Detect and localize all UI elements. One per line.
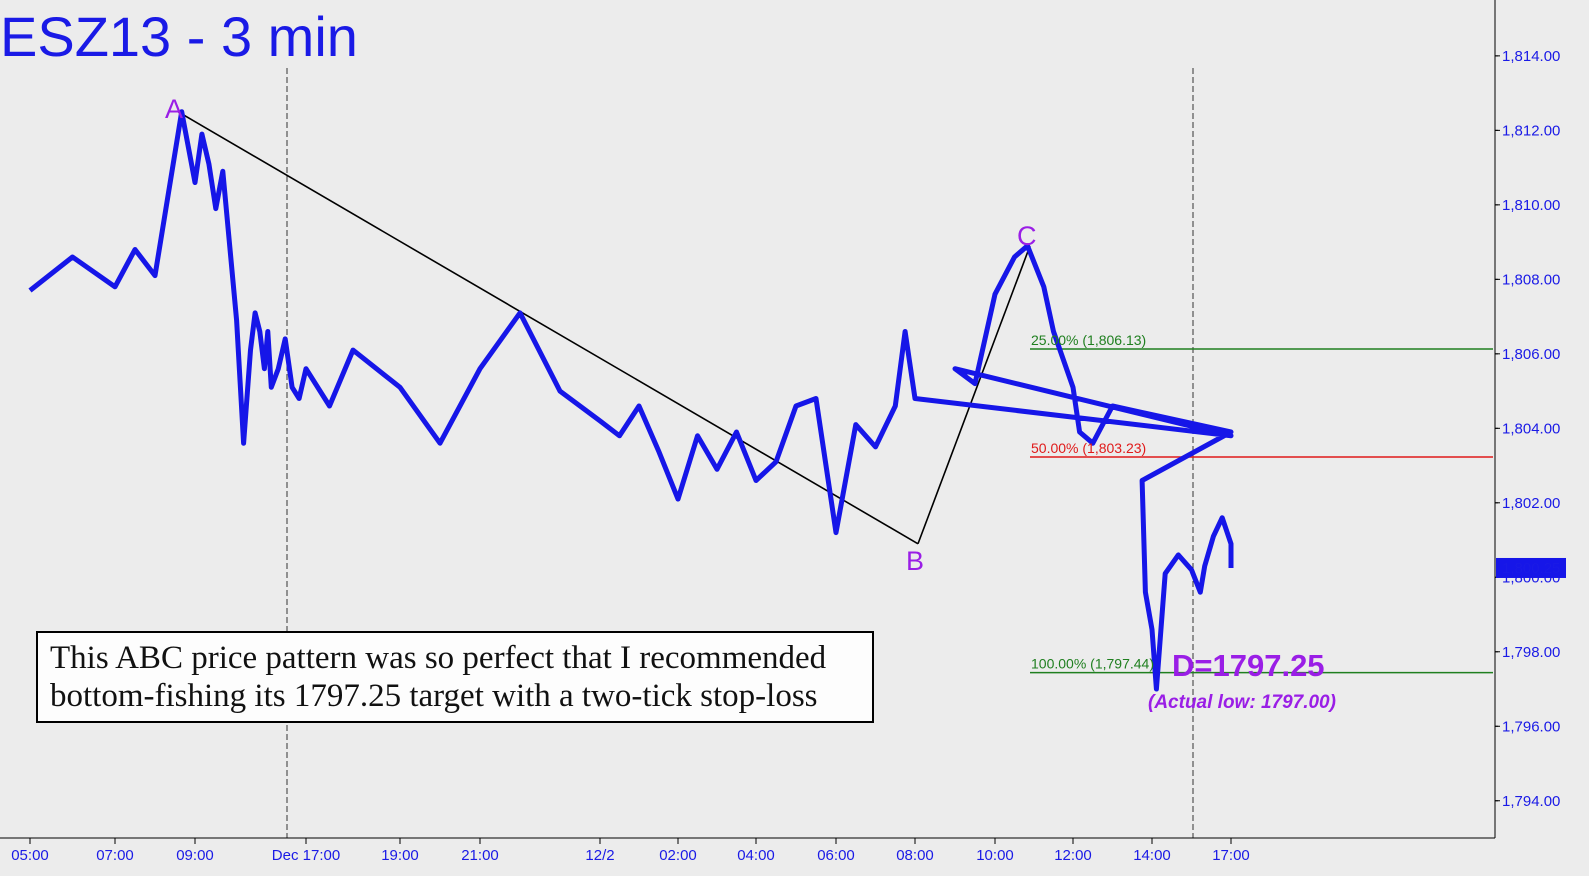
x-tick-label-1: 07:00: [96, 847, 134, 864]
y-tick-label-10: 1,814.00: [1502, 48, 1560, 65]
fib-level-label-2: 50.00% (1,803.23): [1031, 440, 1146, 456]
chart-title: ESZ13 - 3 min: [0, 5, 358, 68]
price-series-line: [28, 109, 1234, 692]
x-tick-label-14: 17:00: [1212, 847, 1250, 864]
y-tick-label-6: 1,806.00: [1502, 346, 1560, 363]
x-tick-label-12: 12:00: [1054, 847, 1092, 864]
x-tick-label-8: 04:00: [737, 847, 775, 864]
annotation-note-box: This ABC price pattern was so perfect th…: [36, 631, 874, 723]
y-tick-label-8: 1,810.00: [1502, 197, 1560, 214]
trendline-b-c: [917, 245, 1031, 545]
last-price-box: [1496, 557, 1566, 578]
point-label-b: B: [906, 546, 924, 576]
x-tick-label-0: 05:00: [11, 847, 49, 864]
y-tick-label-7: 1,808.00: [1502, 271, 1560, 288]
x-tick-label-2: 09:00: [176, 847, 214, 864]
fib-level-label-1: 25.00% (1,806.13): [1031, 332, 1146, 348]
target-label-d: D=1797.25: [1172, 648, 1325, 683]
x-tick-label-3: Dec 17:00: [272, 847, 340, 864]
x-tick-label-9: 06:00: [817, 847, 855, 864]
x-tick-label-11: 10:00: [976, 847, 1014, 864]
note-line-1: This ABC price pattern was so perfect th…: [50, 640, 827, 676]
y-tick-label-0: 1,794.00: [1502, 793, 1560, 810]
y-tick-label-4: 1,802.00: [1502, 495, 1560, 512]
y-tick-label-9: 1,812.00: [1502, 122, 1560, 139]
note-line-2: bottom-fishing its 1797.25 target with a…: [50, 678, 818, 714]
x-tick-label-4: 19:00: [381, 847, 419, 864]
x-tick-label-5: 21:00: [461, 847, 499, 864]
point-label-a: A: [165, 94, 183, 124]
trendline-a-b: [177, 111, 919, 545]
y-tick-label-1: 1,796.00: [1502, 718, 1560, 735]
x-tick-label-10: 08:00: [896, 847, 934, 864]
x-tick-label-7: 02:00: [659, 847, 697, 864]
y-tick-label-5: 1,804.00: [1502, 420, 1560, 437]
point-label-c: C: [1017, 221, 1037, 251]
fib-level-label-3: 100.00% (1,797.44): [1031, 656, 1154, 672]
actual-low-label: (Actual low: 1797.00): [1148, 692, 1336, 713]
x-tick-label-6: 12/2: [585, 847, 614, 864]
x-tick-label-13: 14:00: [1133, 847, 1171, 864]
last-price-label: 1,800.25: [1502, 560, 1560, 577]
y-tick-label-2: 1,798.00: [1502, 644, 1560, 661]
